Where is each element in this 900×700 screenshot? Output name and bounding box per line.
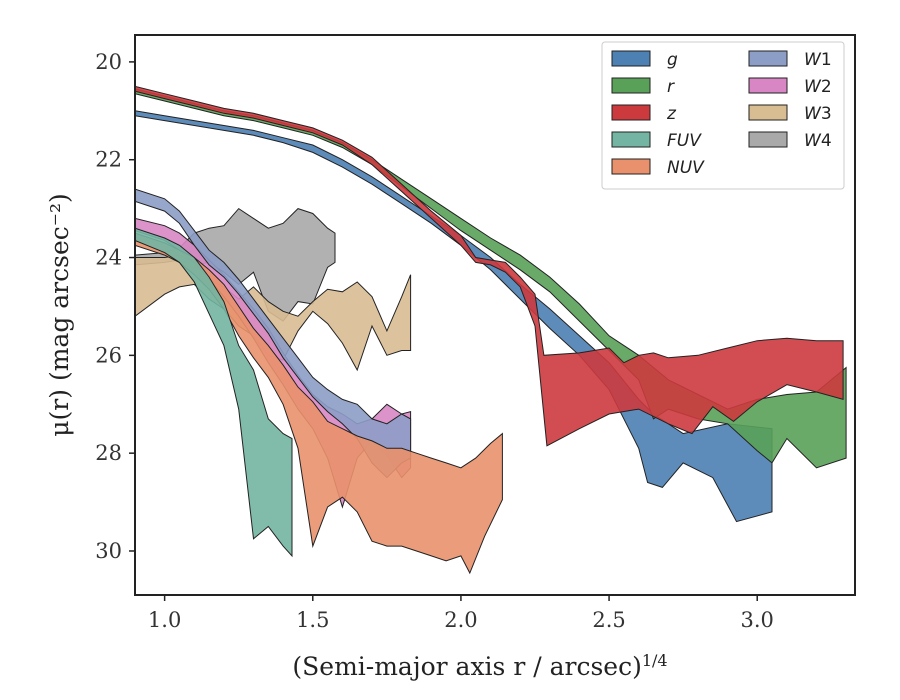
legend-swatch	[748, 104, 788, 121]
y-tick-label: 30	[95, 539, 122, 563]
x-tick-label: 3.0	[741, 608, 774, 632]
legend-entry-w3: W3	[748, 104, 832, 124]
legend-label: W4	[804, 131, 832, 151]
legend-label-index: 2	[821, 77, 832, 97]
y-tick-label: 22	[95, 148, 122, 172]
legend-swatch	[748, 77, 788, 94]
series-layer	[135, 85, 847, 575]
legend-swatch	[611, 158, 651, 175]
legend-label: W2	[804, 77, 832, 97]
x-tick-label: 1.0	[148, 608, 181, 632]
legend-swatch	[611, 104, 651, 121]
legend-label-index: 3	[821, 104, 832, 124]
legend-entry-w2: W2	[748, 77, 832, 97]
legend-label: W3	[804, 104, 832, 124]
legend-entry-g: g	[611, 50, 678, 70]
y-tick-label: 28	[95, 441, 122, 465]
legend-label: z	[666, 104, 677, 124]
legend-label-main: W	[804, 77, 822, 97]
y-tick-label: 20	[95, 50, 122, 74]
legend-label-main: r	[667, 77, 675, 97]
legend-swatch	[611, 50, 651, 67]
x-tick-label: 2.0	[444, 608, 477, 632]
legend-entry-nuv: NUV	[611, 158, 705, 178]
legend-entry-fuv: FUV	[611, 131, 702, 151]
series-band-fuv	[135, 227, 293, 558]
legend-label-main: NUV	[667, 158, 705, 178]
legend-label-main: g	[667, 50, 678, 70]
legend-entry-r: r	[611, 77, 675, 97]
x-tick-label: 1.5	[296, 608, 329, 632]
series-band-nuv	[135, 232, 503, 575]
axis-ticks: 1.0 1.5 2.0 2.5 3.0 20 22 24 26 28 30	[95, 50, 774, 632]
legend-label: g	[667, 50, 678, 70]
legend-label-index: 4	[821, 131, 832, 151]
x-tick-label: 2.5	[592, 608, 625, 632]
legend-entry-w1: W1	[748, 50, 832, 70]
series-band-z	[135, 85, 844, 447]
legend-entry-w4: W4	[748, 131, 832, 151]
legend-entry-z: z	[611, 104, 677, 124]
legend-label-main: FUV	[667, 131, 702, 151]
series-band-g	[135, 110, 773, 523]
x-axis-label: (Semi-major axis r / arcsec)1/4	[292, 651, 667, 682]
legend-swatch	[611, 131, 651, 148]
legend-label: W1	[804, 50, 832, 70]
legend-swatch	[748, 131, 788, 148]
legend-label-main: W	[804, 131, 822, 151]
plot-frame	[134, 34, 856, 596]
legend-label: r	[667, 77, 675, 97]
x-axis-label-main: (Semi-major axis r / arcsec)	[292, 652, 641, 681]
series-band-r	[135, 88, 847, 469]
legend-label: NUV	[667, 158, 705, 178]
legend-swatch	[611, 77, 651, 94]
y-tick-label: 24	[95, 246, 122, 270]
y-tick-label: 26	[95, 343, 122, 367]
legend-label-main: W	[804, 50, 822, 70]
y-axis-label: μ(r) (mag arcsec⁻²)	[45, 193, 74, 436]
legend-label-index: 1	[821, 50, 832, 70]
x-axis-label-exponent: 1/4	[642, 651, 668, 670]
legend-label: FUV	[667, 131, 702, 151]
legend-label-main: z	[666, 104, 677, 124]
legend-swatch	[748, 50, 788, 67]
legend-label-main: W	[804, 104, 822, 124]
